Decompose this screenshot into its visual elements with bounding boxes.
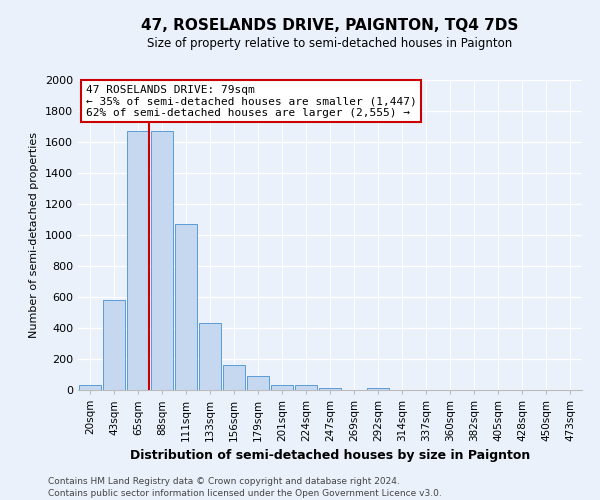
- Bar: [295, 386, 317, 390]
- Bar: [103, 300, 125, 390]
- Bar: [199, 324, 221, 390]
- Text: Contains public sector information licensed under the Open Government Licence v3: Contains public sector information licen…: [48, 489, 442, 498]
- Bar: [271, 384, 293, 390]
- Bar: [151, 131, 173, 390]
- Text: Contains HM Land Registry data © Crown copyright and database right 2024.: Contains HM Land Registry data © Crown c…: [48, 478, 400, 486]
- Bar: [223, 365, 245, 390]
- Bar: [79, 386, 101, 390]
- Bar: [175, 224, 197, 390]
- Y-axis label: Number of semi-detached properties: Number of semi-detached properties: [29, 132, 40, 338]
- Bar: [247, 376, 269, 390]
- Text: 47, ROSELANDS DRIVE, PAIGNTON, TQ4 7DS: 47, ROSELANDS DRIVE, PAIGNTON, TQ4 7DS: [142, 18, 518, 32]
- Text: Size of property relative to semi-detached houses in Paignton: Size of property relative to semi-detach…: [148, 38, 512, 51]
- X-axis label: Distribution of semi-detached houses by size in Paignton: Distribution of semi-detached houses by …: [130, 450, 530, 462]
- Bar: [127, 131, 149, 390]
- Text: 47 ROSELANDS DRIVE: 79sqm
← 35% of semi-detached houses are smaller (1,447)
62% : 47 ROSELANDS DRIVE: 79sqm ← 35% of semi-…: [86, 84, 416, 118]
- Bar: [319, 388, 341, 390]
- Bar: [367, 388, 389, 390]
